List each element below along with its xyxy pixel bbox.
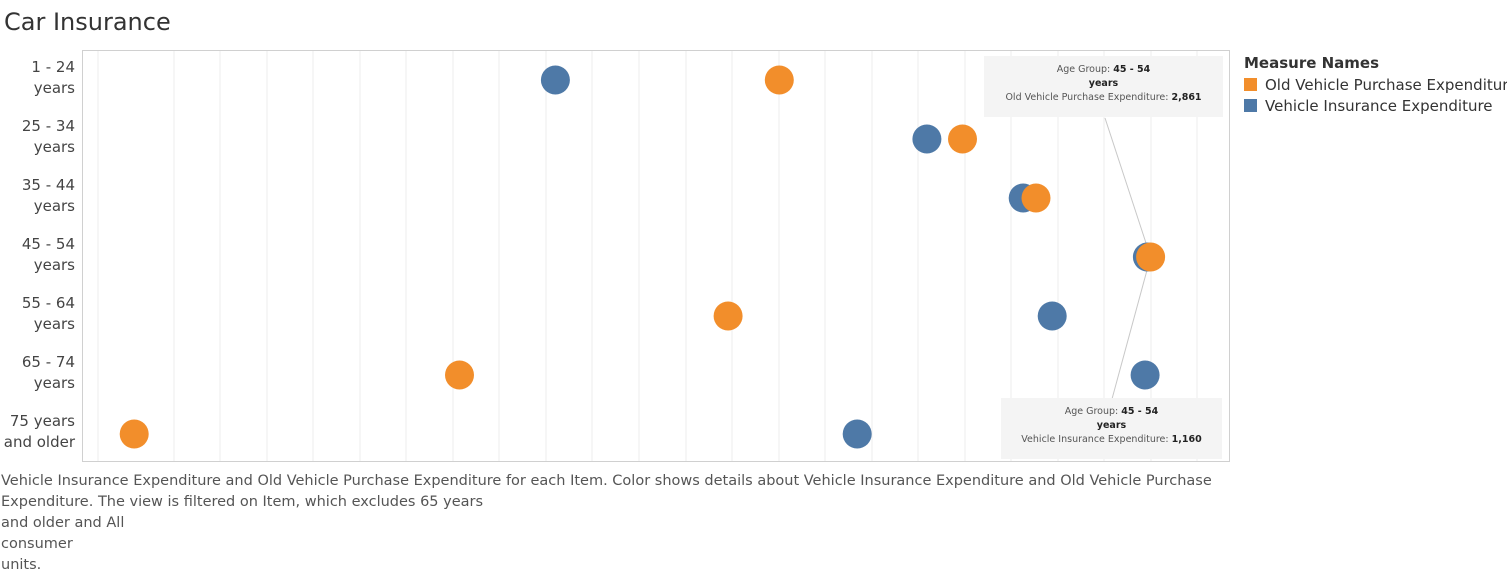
point-vehicle-insurance-expenditure-1[interactable] [912, 124, 942, 154]
y-tick-label-5: 65 - 74 years [21, 353, 75, 392]
legend-label: Old Vehicle Purchase Expenditure [1265, 75, 1507, 94]
tooltip-connector-insurance [1111, 256, 1152, 400]
legend-title: Measure Names [1244, 54, 1380, 72]
tooltip-connector-purchase [1104, 117, 1152, 258]
y-tick-label-1: 25 - 34 years [21, 117, 75, 156]
caption-line: Vehicle Insurance Expenditure and Old Ve… [1, 473, 1212, 489]
chart-caption: Vehicle Insurance Expenditure and Old Ve… [1, 471, 1212, 576]
tooltip-vehicle-insurance: Age Group: 45 - 54 years Vehicle Insuran… [1001, 398, 1222, 459]
caption-line: and older and All [1, 515, 125, 531]
legend: Measure Names Old Vehicle Purchase Expen… [1244, 54, 1507, 116]
plot-area[interactable] [82, 50, 1230, 462]
point-vehicle-insurance-expenditure-4[interactable] [1037, 301, 1067, 331]
caption-line: Expenditure. The view is filtered on Ite… [1, 494, 484, 510]
legend-swatch-orange [1244, 78, 1257, 91]
legend-item-vehicle-insurance[interactable]: Vehicle Insurance Expenditure [1244, 95, 1507, 116]
y-tick-label-4: 55 - 64 years [21, 294, 75, 333]
legend-label: Vehicle Insurance Expenditure [1265, 96, 1493, 115]
y-tick-label-0: 1 - 24 years [31, 58, 75, 97]
point-vehicle-insurance-expenditure-6[interactable] [842, 419, 872, 449]
point-old-vehicle-purchase-expenditure-3[interactable] [1136, 242, 1166, 272]
point-old-vehicle-purchase-expenditure-2[interactable] [1021, 183, 1051, 213]
point-old-vehicle-purchase-expenditure-0[interactable] [764, 65, 794, 95]
caption-line: consumer [1, 536, 73, 552]
point-old-vehicle-purchase-expenditure-6[interactable] [119, 419, 149, 449]
caption-line: units. [1, 557, 42, 573]
y-tick-label-6: 75 years and older [3, 412, 75, 451]
plot-svg [97, 51, 1198, 461]
point-vehicle-insurance-expenditure-5[interactable] [1130, 360, 1160, 390]
chart-title: Car Insurance [4, 8, 171, 36]
point-old-vehicle-purchase-expenditure-4[interactable] [713, 301, 743, 331]
point-vehicle-insurance-expenditure-0[interactable] [540, 65, 570, 95]
legend-item-old-vehicle-purchase[interactable]: Old Vehicle Purchase Expenditure [1244, 74, 1507, 95]
tooltip-old-vehicle-purchase: Age Group: 45 - 54 years Old Vehicle Pur… [984, 56, 1223, 117]
point-old-vehicle-purchase-expenditure-5[interactable] [445, 360, 474, 390]
y-tick-label-2: 35 - 44 years [21, 176, 75, 215]
point-old-vehicle-purchase-expenditure-1[interactable] [948, 124, 977, 154]
y-tick-label-3: 45 - 54 years [21, 235, 75, 274]
legend-swatch-blue [1244, 99, 1257, 112]
